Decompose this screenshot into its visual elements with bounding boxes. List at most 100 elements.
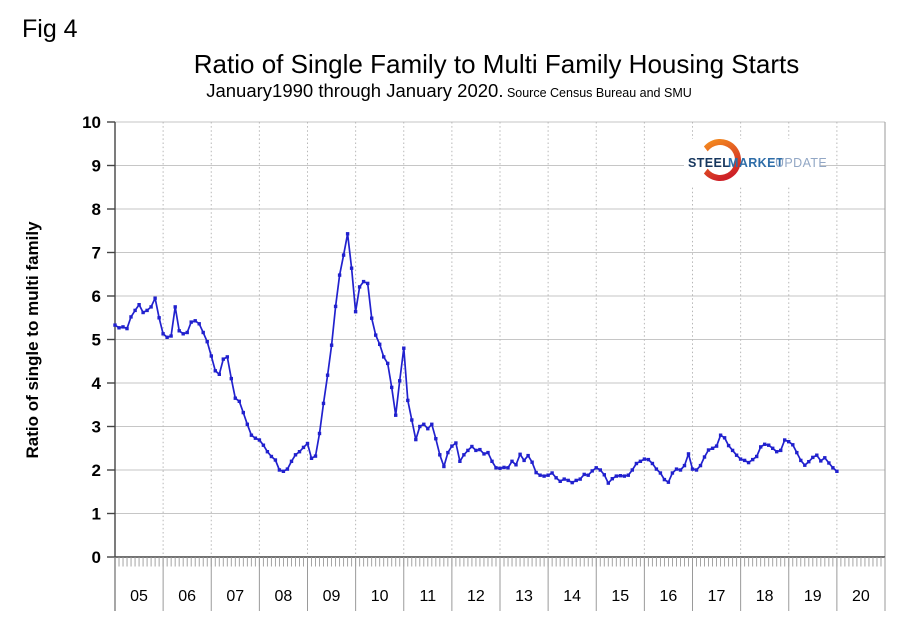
y-axis-title: Ratio of single to multi family [23,221,42,459]
y-tick-label: 10 [82,113,101,132]
data-point-marker [374,333,378,337]
data-point-marker [827,461,831,465]
data-point-marker [706,448,711,452]
data-point-marker [466,448,470,453]
data-point-marker [650,461,655,466]
data-point-marker [787,440,791,444]
x-tick-label: 13 [515,588,533,605]
data-point-marker [161,332,165,336]
x-tick-label: 06 [178,588,196,605]
logo-word-market: MARKET [728,156,784,170]
data-point-marker [474,448,478,453]
data-point-marker [498,466,502,470]
data-point-marker [738,457,743,461]
data-point-marker [410,418,414,422]
data-point-marker [518,452,522,456]
chart-subtitle: January1990 through January 2020. Source… [0,80,898,102]
data-point-marker [406,398,410,403]
y-tick-label: 2 [92,461,101,480]
y-tick-label: 1 [92,505,101,524]
data-point-marker [249,433,254,437]
data-point-marker [630,468,634,472]
data-point-marker [823,456,827,460]
data-point-marker [305,441,310,446]
data-point-marker [418,424,422,429]
data-point-marker [133,308,137,313]
data-point-marker [301,445,306,450]
data-point-marker [357,285,362,289]
data-point-marker [273,458,278,462]
data-point-marker [542,474,546,478]
data-point-marker [742,458,747,463]
data-point-marker [125,326,129,331]
data-point-marker [257,438,262,442]
figure-label: Fig 4 [22,15,78,43]
data-point-marker [470,444,474,449]
data-point-marker [634,461,639,466]
data-point-marker [618,474,622,478]
data-point-marker [245,422,249,426]
data-point-marker [169,334,173,338]
chart-subtitle-source: Source Census Bureau and SMU [503,86,692,100]
data-point-marker [819,459,823,463]
data-point-marker [702,455,707,459]
data-point-marker [225,355,229,359]
data-point-marker [558,479,562,483]
data-point-marker [209,354,213,358]
chart-title: Ratio of Single Family to Multi Family H… [193,49,800,79]
data-point-marker [698,463,703,468]
data-point-marker [153,296,157,300]
data-point-marker [434,437,438,441]
data-point-marker [237,399,241,403]
data-point-marker [313,454,318,458]
data-point-marker [402,346,406,350]
x-tick-label: 16 [660,588,678,605]
x-tick-label: 12 [467,588,485,605]
x-tick-label: 19 [804,588,822,605]
y-tick-label: 8 [92,200,101,219]
data-point-marker [333,304,338,309]
data-point-marker [718,433,723,437]
data-point-marker [181,332,185,336]
data-point-marker [370,316,374,320]
data-point-marker [566,478,570,483]
data-point-marker [714,444,719,448]
data-point-marker [486,450,490,455]
data-point-marker [730,448,735,453]
data-point-marker [157,316,161,320]
data-point-marker [446,450,450,455]
logo-text: STEELMARKETUPDATE [688,156,827,170]
y-tick-label: 0 [92,548,101,567]
data-point-marker [767,443,771,447]
data-point-marker [530,460,534,464]
x-tick-label: 08 [275,588,293,605]
data-point-marker [297,450,302,454]
data-point-marker [462,453,466,457]
data-point-marker [361,279,366,284]
data-point-marker [494,466,498,470]
x-tick-label: 07 [226,588,244,605]
data-point-marker [221,357,225,361]
data-point-marker [137,303,141,307]
data-point-marker [366,281,370,286]
data-point-marker [430,422,434,426]
x-tick-label: 17 [708,588,726,605]
data-point-marker [751,457,755,462]
data-point-marker [654,467,659,471]
data-point-marker [783,438,787,442]
data-point-marker [121,325,125,329]
data-point-marker [241,410,245,415]
data-point-marker [454,441,458,445]
data-point-marker [289,459,294,463]
data-point-marker [205,340,209,344]
x-tick-label: 09 [323,588,341,605]
data-point-marker [562,477,566,481]
data-point-marker [514,463,518,467]
data-point-marker [642,457,647,461]
x-tick-label: 05 [130,588,148,605]
y-tick-label: 3 [92,418,101,437]
data-point-marker [746,460,751,465]
y-tick-label: 9 [92,157,101,176]
